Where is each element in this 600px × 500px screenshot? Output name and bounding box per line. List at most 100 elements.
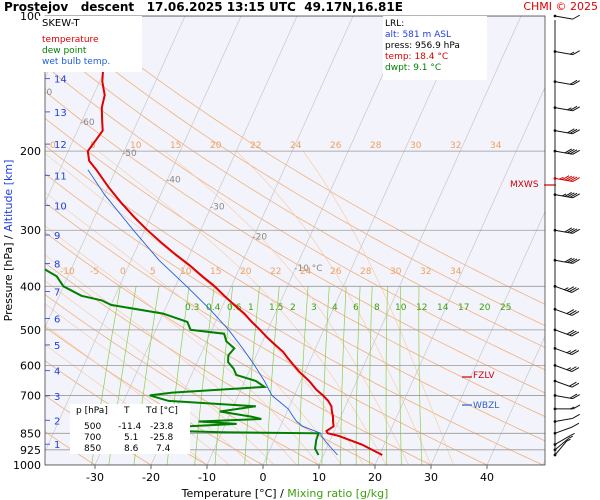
wind-barb-flag bbox=[569, 149, 578, 155]
potential-temp-label: 28 bbox=[370, 141, 382, 151]
wind-barb-flag bbox=[569, 381, 577, 387]
altitude-tick-label: 1 bbox=[54, 440, 60, 451]
altitude-tick-label: 6 bbox=[54, 315, 60, 326]
wind-barb-flag bbox=[569, 287, 577, 292]
altitude-tick-label: 14 bbox=[54, 75, 67, 86]
wind-barb-half-flag bbox=[567, 107, 572, 111]
potential-temp-label: 20 bbox=[240, 267, 252, 277]
altitude-tick-label: 3 bbox=[54, 392, 60, 403]
wind-barb-staff bbox=[554, 229, 573, 234]
lrl-title: LRL: bbox=[385, 19, 405, 29]
mixing-ratio-label: 10 bbox=[395, 303, 407, 313]
wind-barb-flag bbox=[569, 366, 577, 372]
isotherm-label: -80 °C bbox=[0, 60, 22, 70]
temperature-tick-label: -20 bbox=[142, 471, 160, 484]
dry-adiabat bbox=[45, 117, 545, 418]
potential-temp-label: 0 bbox=[50, 141, 56, 151]
lrl-temp: temp: 18.4 °C bbox=[385, 52, 449, 62]
wind-barb-half-flag bbox=[564, 287, 569, 291]
temperature-tick-label: 40 bbox=[480, 471, 494, 484]
wind-barb-dot bbox=[553, 379, 557, 383]
station-coords: 49.17N,16.81E bbox=[304, 0, 403, 14]
wind-barb-flag bbox=[564, 175, 572, 181]
pressure-tick-label: 850 bbox=[20, 427, 41, 440]
potential-temp-label: 32 bbox=[420, 267, 431, 277]
potential-temp-label: 24 bbox=[300, 267, 312, 277]
sounding-mode: descent bbox=[80, 0, 135, 14]
table-cell: 700 bbox=[84, 433, 102, 443]
dry-adiabat bbox=[45, 39, 545, 348]
potential-temp-label: -10 bbox=[60, 267, 75, 277]
potential-temp-label: 10 bbox=[180, 267, 192, 277]
wind-barb-dot bbox=[553, 14, 557, 18]
altitude-tick-label: 11 bbox=[54, 171, 67, 182]
sounding-datetime: 17.06.2025 13:15 UTC bbox=[146, 0, 296, 14]
wind-barb-flag bbox=[572, 258, 580, 264]
wind-barb-flag bbox=[569, 258, 578, 264]
wind-barb-staff bbox=[554, 130, 573, 135]
wind-barb-dot bbox=[553, 420, 557, 423]
legend-dew-point: dew point bbox=[42, 46, 87, 56]
wind-barb-dot bbox=[553, 129, 557, 133]
table-header-td: Td [°C] bbox=[146, 406, 178, 416]
wind-barb-half-flag bbox=[568, 435, 574, 439]
dry-adiabat bbox=[45, 65, 545, 371]
wind-barb-dot bbox=[553, 431, 557, 435]
wind-barb-flag bbox=[572, 177, 580, 182]
wind-barb-flag bbox=[567, 128, 575, 134]
altitude-tick-label: 5 bbox=[54, 341, 60, 352]
mixing-ratio-label: 1 bbox=[248, 303, 254, 313]
altitude-tick-label: 13 bbox=[54, 108, 67, 119]
x-axis-title: Temperature [°C] / Mixing ratio [g/kg] bbox=[181, 487, 389, 500]
lrl-alt: alt: 581 m ASL bbox=[385, 30, 451, 40]
isotherm-label: -30 bbox=[210, 203, 225, 213]
wind-barb-flag bbox=[567, 227, 575, 233]
wind-barb-dot bbox=[553, 284, 557, 288]
isotherm-label: -20 bbox=[252, 233, 267, 243]
potential-temp-label: 34 bbox=[490, 141, 502, 151]
x-axis-title-mixing-ratio: Mixing ratio [g/kg] bbox=[287, 487, 388, 500]
legend-wet-bulb: wet bulb temp. bbox=[42, 57, 111, 67]
legend-title: SKEW-T bbox=[42, 18, 80, 29]
potential-temp-label: 22 bbox=[270, 267, 281, 277]
pressure-tick-label: 400 bbox=[20, 280, 41, 293]
wind-barb-flag bbox=[572, 50, 580, 56]
wind-barb-dot bbox=[553, 363, 557, 367]
wind-barb-staff bbox=[554, 308, 573, 316]
y-axis-title-altitude: Altitude [km] bbox=[2, 160, 15, 232]
potential-temp-label: 10 bbox=[130, 141, 142, 151]
wind-barb-staff bbox=[554, 150, 573, 155]
wind-barb-staff bbox=[554, 435, 571, 445]
potential-temp-label: 30 bbox=[410, 141, 422, 151]
mixing-ratio-label: 17 bbox=[458, 303, 469, 313]
y-axis-title: Pressure [hPa] / Altitude [km] bbox=[2, 160, 15, 322]
table-header-p: p [hPa] bbox=[76, 406, 108, 416]
wind-barb-flag bbox=[564, 257, 572, 263]
x-axis-title-temperature: Temperature [°C] bbox=[181, 487, 280, 500]
wind-barb-half-flag bbox=[569, 51, 575, 55]
wind-barb-half-flag bbox=[559, 176, 564, 180]
wind-barb-staff bbox=[554, 417, 573, 422]
wind-barb-staff bbox=[554, 364, 573, 373]
wind-barb-dot bbox=[553, 443, 557, 446]
lrl-press: press: 956.9 hPa bbox=[385, 41, 460, 51]
isotherm-line bbox=[374, 86, 545, 465]
temperature-tick-label: -10 bbox=[198, 471, 216, 484]
wind-barb-flag bbox=[571, 331, 580, 337]
table-header-t: T bbox=[124, 406, 130, 416]
wind-barb-dot bbox=[553, 80, 557, 84]
wind-barb-flag bbox=[567, 148, 575, 154]
altitude-tick-label: 9 bbox=[54, 231, 60, 242]
table-cell: 5.1 bbox=[124, 433, 139, 443]
isotherm-line bbox=[150, 16, 354, 465]
isotherm-line bbox=[94, 16, 298, 465]
mixing-ratio-label: 6 bbox=[353, 303, 359, 313]
isotherm-line bbox=[206, 16, 410, 465]
wind-barb-flag bbox=[572, 14, 580, 20]
table-cell: -11.4 bbox=[118, 422, 142, 432]
pressure-tick-label: 925 bbox=[20, 444, 41, 457]
fzlv-label: FZLV bbox=[473, 371, 495, 381]
potential-temp-label: 34 bbox=[450, 267, 462, 277]
wind-barb-flag bbox=[572, 394, 580, 400]
